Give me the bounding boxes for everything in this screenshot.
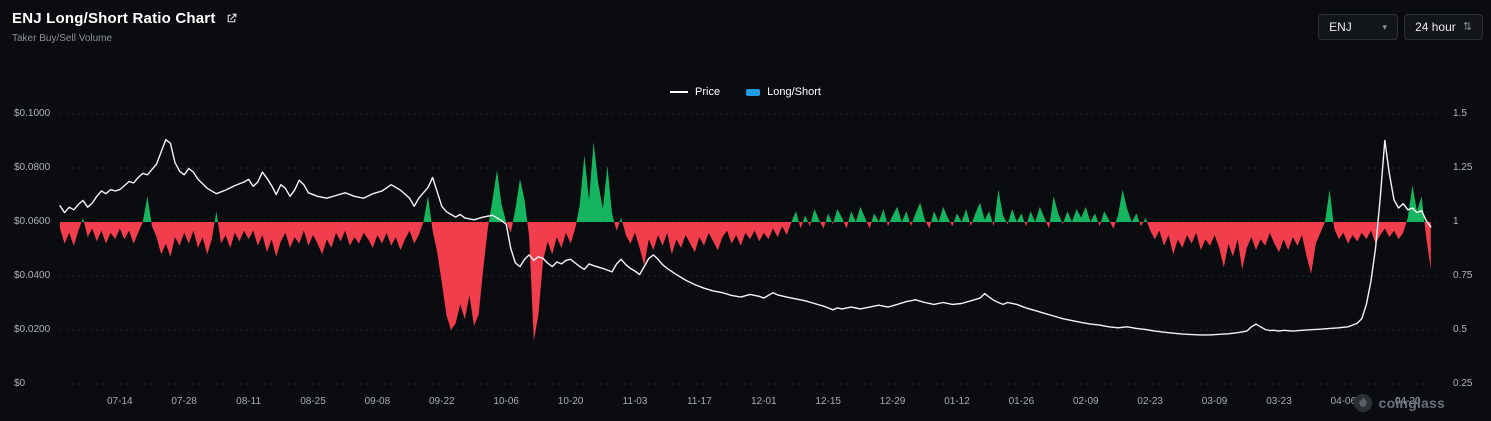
coinglass-watermark: coinglass [1353,393,1445,413]
x-axis-tick: 10-06 [493,396,519,407]
external-link-icon[interactable] [225,12,238,25]
symbol-select-value: ENJ [1329,20,1352,34]
long-short-area-below [60,222,1431,341]
y-axis-tick-left: $0.0200 [14,324,51,335]
x-axis-tick: 02-23 [1137,396,1163,407]
y-axis-tick-right: 0.75 [1453,270,1473,281]
chart-legend: Price Long/Short [0,86,1491,98]
chart-subtitle: Taker Buy/Sell Volume [12,33,113,44]
price-line [59,139,1432,336]
legend-label-price: Price [695,86,721,98]
x-axis-tick: 01-12 [944,396,970,407]
y-axis-tick-right: 0.25 [1453,378,1473,389]
x-axis-tick: 04-20 [1395,396,1421,407]
legend-label-long-short: Long/Short [767,86,821,98]
x-axis-tick: 01-26 [1008,396,1035,407]
y-axis-tick-left: $0.0800 [14,162,51,173]
chevron-down-icon: ▾ [1382,21,1388,32]
y-axis-tick-right: 1 [1453,216,1459,227]
legend-item-long-short[interactable]: Long/Short [746,86,821,98]
x-axis-tick: 03-09 [1201,396,1228,407]
page-title: ENJ Long/Short Ratio Chart [12,10,216,27]
symbol-select[interactable]: ENJ ▾ [1318,14,1399,40]
y-axis-tick-left: $0.1000 [14,108,51,119]
y-axis-tick-right: 1.5 [1453,108,1467,119]
chart-header: ENJ Long/Short Ratio Chart Taker Buy/Sel… [12,10,238,44]
x-axis-tick: 07-28 [171,396,197,407]
x-axis-tick: 12-29 [879,396,906,407]
y-axis-tick-left: $0.0600 [14,216,51,227]
price-line-swatch [670,91,689,93]
interval-select[interactable]: 24 hour ⇅ [1404,14,1483,40]
x-axis-tick: 09-22 [429,396,455,407]
long-short-swatch [746,88,761,96]
x-axis-tick: 12-01 [751,396,777,407]
x-axis-tick: 07-14 [107,396,133,407]
x-axis-tick: 12-15 [815,396,841,407]
x-axis-tick: 03-23 [1266,396,1292,407]
interval-select-value: 24 hour [1415,20,1456,34]
x-axis-tick: 09-08 [364,396,391,407]
coinglass-watermark-text: coinglass [1378,395,1445,411]
x-axis-tick: 10-20 [557,396,584,407]
y-axis-tick-left: $0.0400 [14,270,51,281]
chart-controls: ENJ ▾ 24 hour ⇅ [1318,14,1483,40]
y-axis-tick-right: 1.25 [1453,162,1473,173]
y-axis-tick-right: 0.5 [1453,324,1467,335]
x-axis-tick: 02-09 [1073,396,1099,407]
coinglass-flame-icon [1353,393,1372,413]
x-axis-tick: 04-06 [1330,396,1357,407]
x-axis-tick: 08-11 [236,396,262,407]
y-axis-tick-left: $0 [14,378,26,389]
legend-item-price[interactable]: Price [670,86,720,98]
sort-arrows-icon: ⇅ [1462,20,1472,33]
x-axis-tick: 11-17 [686,396,712,407]
x-axis-tick: 11-03 [622,396,648,407]
x-axis-tick: 08-25 [300,396,326,407]
